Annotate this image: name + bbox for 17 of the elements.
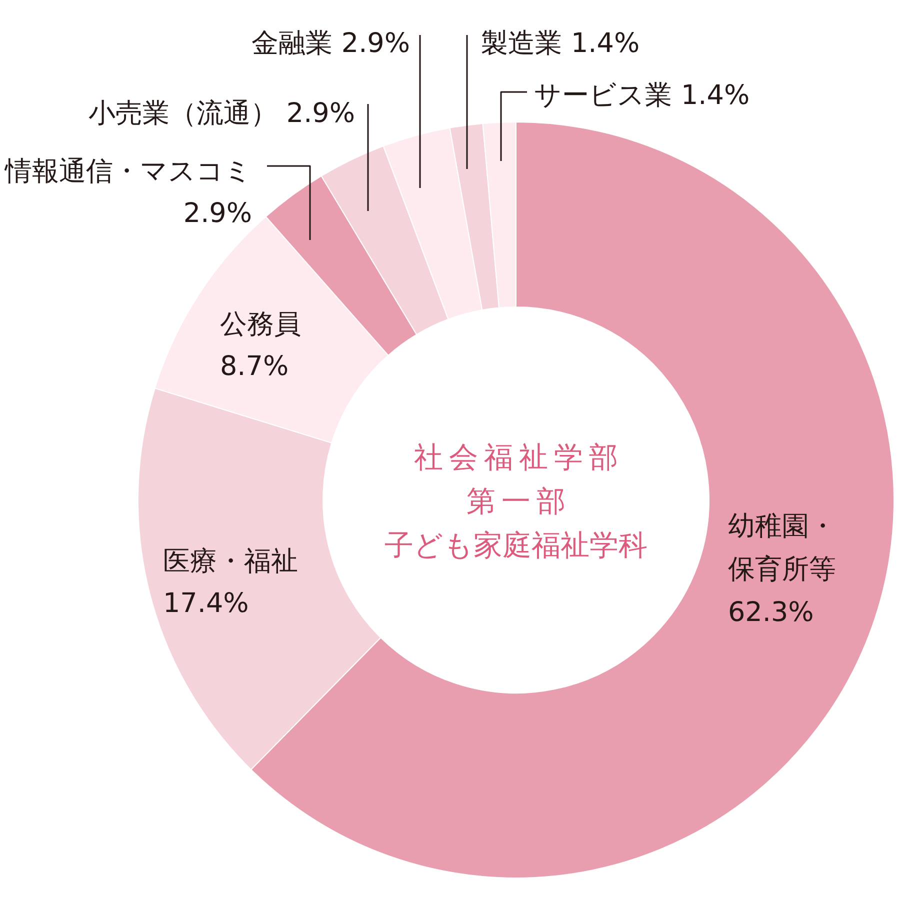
data-label: 1.4% xyxy=(571,28,640,59)
data-label: 2.9% xyxy=(183,198,252,229)
slice-label: 医療・福祉 xyxy=(163,546,298,577)
data-label: 8.7% xyxy=(220,351,289,382)
slice-label: 幼稚園・保育所等 xyxy=(728,511,836,585)
slice-label: 小売業（流通） xyxy=(88,98,278,129)
slice-label: サービス業 xyxy=(534,80,672,111)
slice-label: 製造業 xyxy=(481,28,562,59)
data-label: 62.3% xyxy=(728,597,814,628)
text: 社会福祉学部第一部子ども家庭福祉学科 xyxy=(384,440,648,562)
data-label: 1.4% xyxy=(681,80,750,111)
slice-label: 金融業 xyxy=(251,28,332,59)
slice-label: 情報通信・マスコミ xyxy=(4,156,252,187)
data-label: 2.9% xyxy=(341,28,410,59)
data-label: 17.4% xyxy=(163,588,249,619)
slice-label: 公務員 xyxy=(220,309,301,340)
data-label: 2.9% xyxy=(286,98,355,129)
